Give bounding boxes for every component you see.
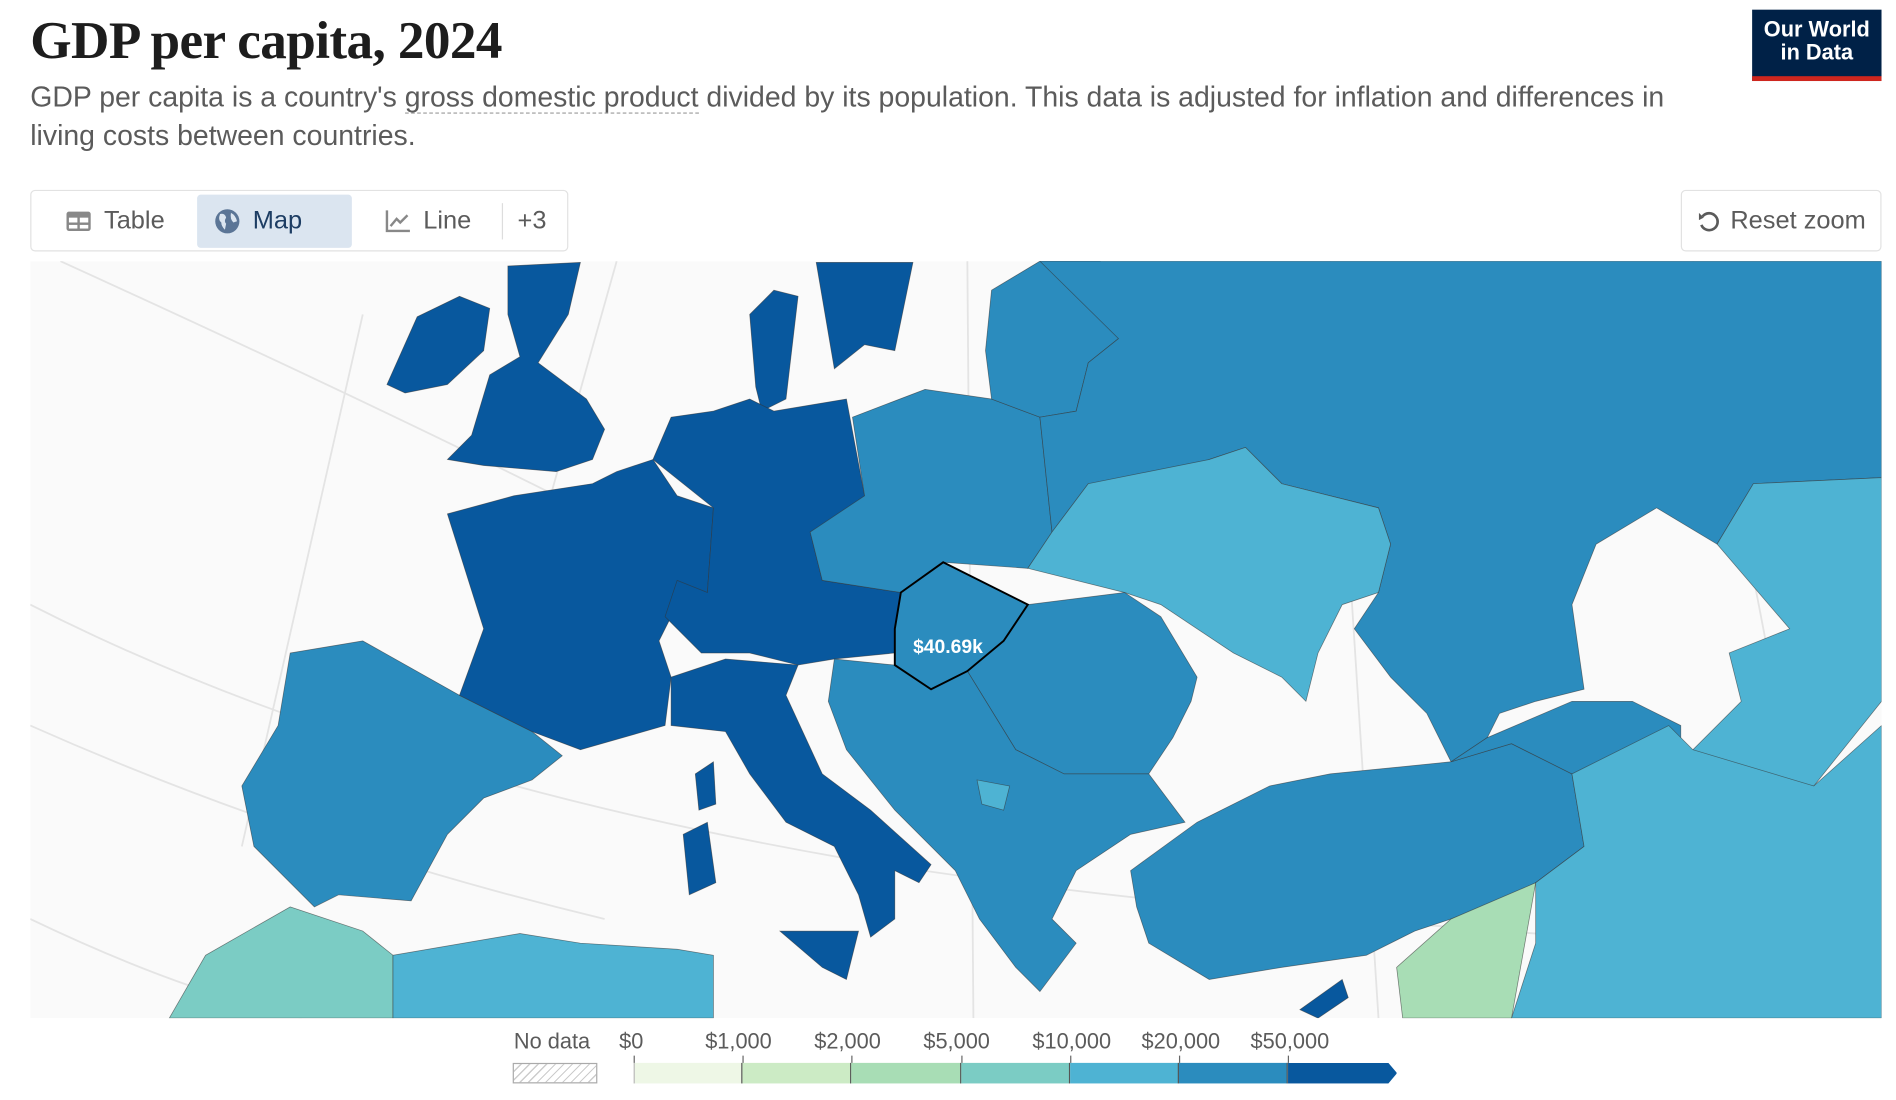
legend-bin[interactable] [960, 1062, 1070, 1084]
legend-bin[interactable] [742, 1062, 852, 1084]
country-ireland[interactable] [386, 295, 491, 394]
no-data-label: No data [513, 1029, 591, 1054]
country-norway-denmark[interactable] [749, 289, 799, 412]
country-balkans[interactable] [827, 658, 1186, 993]
legend-label: $50,000 [1250, 1029, 1330, 1054]
tab-table[interactable]: Table [48, 195, 196, 248]
owid-logo[interactable]: Our World in Data [1752, 9, 1882, 82]
country-russia-belarus[interactable] [1039, 261, 1882, 763]
country-tunisia-libya[interactable] [392, 933, 714, 1019]
legend-label: $0 [619, 1029, 644, 1054]
chart-title: GDP per capita, 2024 [30, 10, 502, 71]
reset-icon [1698, 211, 1719, 231]
legend-tick [1069, 1055, 1072, 1063]
tab-label: Line [423, 206, 472, 235]
legend-tick [960, 1055, 963, 1063]
country-cyprus[interactable] [1299, 978, 1349, 1019]
country-ukraine[interactable] [1027, 446, 1391, 703]
tab-label: Map [252, 206, 303, 235]
tab-map[interactable]: Map [197, 194, 352, 248]
country-united-kingdom[interactable] [446, 262, 606, 472]
legend-label: $1,000 [705, 1029, 772, 1054]
tab-divider [501, 203, 504, 240]
legend-tick [742, 1055, 744, 1063]
world-map[interactable]: $40.69k [30, 261, 1882, 1019]
chart-subtitle: GDP per capita is a country's gross dome… [30, 77, 1723, 154]
legend-bin[interactable] [633, 1062, 743, 1084]
country-kosovo[interactable] [976, 779, 1011, 811]
table-icon [66, 211, 91, 231]
gdp-definition-link[interactable]: gross domestic product [404, 81, 699, 114]
logo-text: in Data [1780, 39, 1854, 65]
country-iraq-iran[interactable] [1511, 725, 1882, 1019]
no-data-swatch [512, 1062, 598, 1084]
country-sicily[interactable] [778, 930, 859, 980]
reset-zoom-button[interactable]: Reset zoom [1680, 189, 1882, 252]
legend-label: $10,000 [1032, 1029, 1112, 1054]
hungary-value-label: $40.69k [913, 636, 983, 658]
legend-bin[interactable] [1069, 1062, 1179, 1084]
legend-label: $5,000 [923, 1029, 990, 1054]
tab-label: Table [103, 206, 165, 235]
reset-zoom-label: Reset zoom [1730, 206, 1866, 234]
legend-tick [633, 1055, 635, 1063]
legend-label: $20,000 [1141, 1029, 1221, 1054]
legend-bin[interactable] [851, 1062, 961, 1084]
chart-tabs: Table Map Line +3 [30, 189, 569, 252]
globe-icon [215, 209, 240, 234]
tab-line[interactable]: Line [368, 195, 491, 248]
country-italy[interactable] [670, 658, 932, 938]
legend-label: $2,000 [814, 1029, 881, 1054]
country-sweden[interactable] [815, 262, 914, 370]
legend-bin[interactable] [1178, 1062, 1289, 1084]
country-syria[interactable] [1396, 882, 1537, 1019]
logo-text: Our World [1763, 16, 1870, 42]
country-poland-czechia[interactable] [809, 388, 1053, 593]
line-chart-icon [385, 210, 410, 233]
legend-tick [1288, 1055, 1290, 1063]
legend-tick [1178, 1055, 1181, 1063]
subtitle-text: divided by its population. This data is … [30, 81, 1665, 152]
subtitle-text: GDP per capita is a country's [30, 81, 405, 113]
more-tabs-button[interactable]: +3 [517, 206, 547, 235]
country-sardinia[interactable] [682, 821, 717, 896]
country-corsica[interactable] [694, 761, 717, 811]
country-hungary[interactable] [893, 561, 1030, 691]
legend-bin[interactable] [1288, 1062, 1398, 1084]
legend-tick [851, 1055, 853, 1063]
